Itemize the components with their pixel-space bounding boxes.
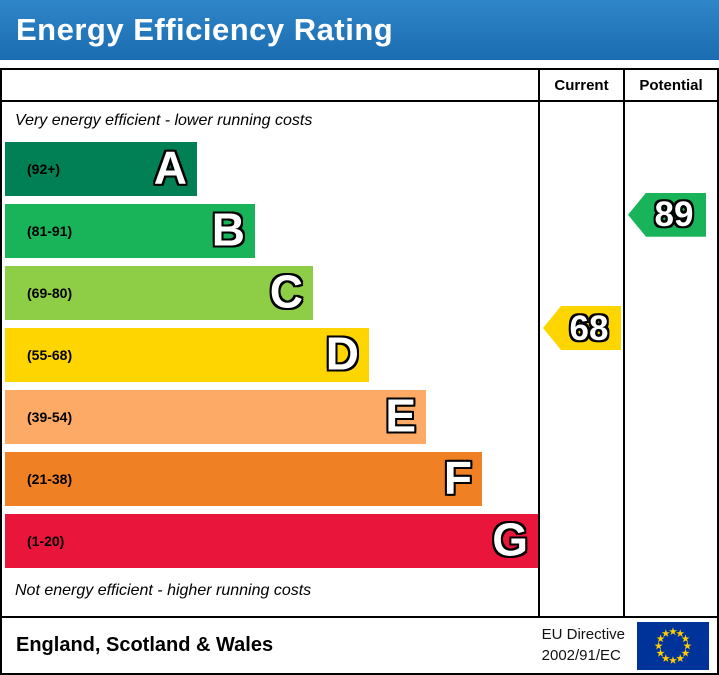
current-rating-value: 68 xyxy=(569,308,609,348)
band-f-range-label: (21-38) xyxy=(27,471,73,487)
current-arrow: 68 xyxy=(543,306,621,350)
page-title: Energy Efficiency Rating xyxy=(16,12,394,47)
band-c-letter: C xyxy=(269,265,303,318)
band-d-letter: D xyxy=(325,327,359,380)
eu-directive-line1: EU Directive xyxy=(541,626,625,644)
band-c: (69-80) C xyxy=(5,266,313,320)
band-f-letter: F xyxy=(443,451,472,504)
band-e-range-label: (39-54) xyxy=(27,409,73,425)
band-c-range-label: (69-80) xyxy=(27,285,73,301)
potential-rating-value: 89 xyxy=(654,195,694,235)
column-header-potential: Potential xyxy=(623,70,717,102)
band-g-range-label: (1-20) xyxy=(27,533,65,549)
band-d: (55-68) D xyxy=(5,328,369,382)
band-a-range-label: (92+) xyxy=(27,161,61,177)
bands-area: Very energy efficient - lower running co… xyxy=(2,102,538,616)
band-a: (92+) A xyxy=(5,142,197,196)
band-e-letter: E xyxy=(385,389,416,442)
banner: Energy Efficiency Rating xyxy=(0,0,719,60)
band-g: (1-20) G xyxy=(5,514,538,568)
current-column: 68 xyxy=(538,102,623,616)
eu-directive-text: EU Directive 2002/91/EC xyxy=(542,625,625,666)
band-b: (81-91) B xyxy=(5,204,255,258)
rating-table: Current Potential Very energy efficient … xyxy=(0,68,719,618)
bottom-caption: Not energy efficient - higher running co… xyxy=(15,582,312,599)
potential-column: 89 xyxy=(623,102,717,616)
header-spacer xyxy=(2,70,538,102)
band-b-letter: B xyxy=(211,203,245,256)
band-b-range-label: (81-91) xyxy=(27,223,73,239)
potential-arrow: 89 xyxy=(628,192,706,237)
band-e: (39-54) E xyxy=(5,390,426,444)
eu-directive-line2: 2002/91/EC xyxy=(541,646,621,664)
band-f: (21-38) F xyxy=(5,452,482,506)
current-header-label: Current xyxy=(554,76,609,94)
eu-flag-icon xyxy=(637,621,709,670)
footer: England, Scotland & Wales EU Directive 2… xyxy=(0,618,719,675)
band-d-range-label: (55-68) xyxy=(27,347,73,363)
potential-header-label: Potential xyxy=(639,76,703,94)
top-caption: Very energy efficient - lower running co… xyxy=(15,112,313,129)
band-a-letter: A xyxy=(153,141,187,194)
column-header-current: Current xyxy=(538,70,623,102)
footer-region-label: England, Scotland & Wales xyxy=(16,634,274,656)
band-g-letter: G xyxy=(492,513,528,566)
